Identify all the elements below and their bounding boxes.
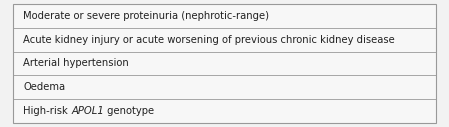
Text: genotype: genotype xyxy=(104,106,154,116)
Text: Arterial hypertension: Arterial hypertension xyxy=(23,59,129,68)
Text: APOL1: APOL1 xyxy=(71,106,104,116)
Text: Oedema: Oedema xyxy=(23,82,66,92)
Text: Moderate or severe proteinuria (nephrotic-range): Moderate or severe proteinuria (nephroti… xyxy=(23,11,269,21)
Text: Acute kidney injury or acute worsening of previous chronic kidney disease: Acute kidney injury or acute worsening o… xyxy=(23,35,395,45)
Text: High-risk: High-risk xyxy=(23,106,71,116)
